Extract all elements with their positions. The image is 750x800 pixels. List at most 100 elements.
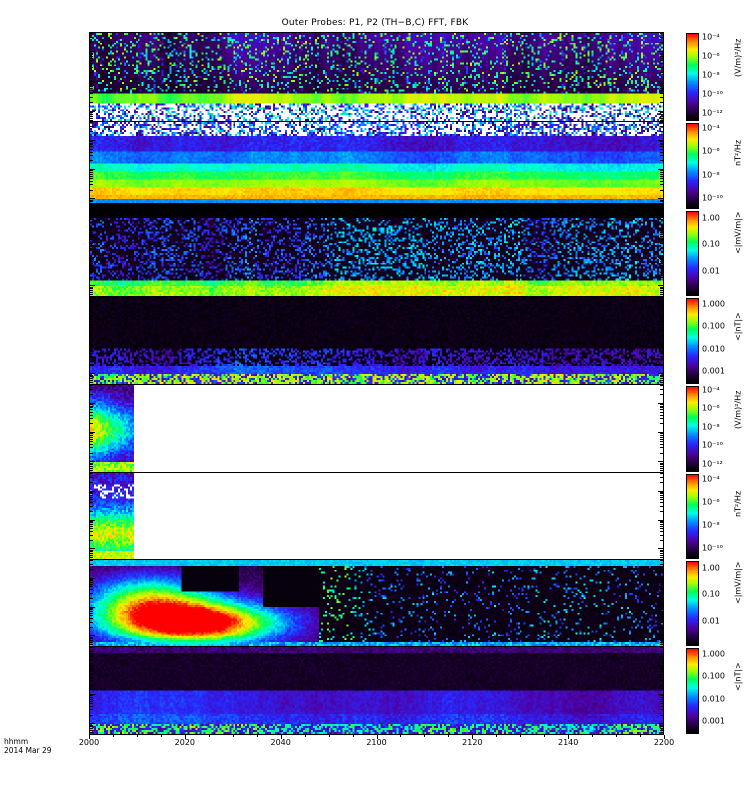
y-tick-mark bbox=[90, 169, 95, 171]
y-tick-mark bbox=[90, 490, 95, 492]
y-tick-mark bbox=[90, 379, 93, 381]
colorbar-tick-label: 10⁻¹⁰ bbox=[702, 89, 723, 99]
y-tick-mark bbox=[90, 314, 95, 316]
y-tick-mark bbox=[90, 230, 93, 232]
y-tick-mark bbox=[658, 548, 663, 550]
y-tick-mark bbox=[90, 597, 93, 599]
heatmap-thb-fbk-scm1 bbox=[90, 297, 663, 384]
y-tick-mark bbox=[90, 112, 93, 114]
colorbar-labels-cb-nt-1: 1.000 0.100 0.010 0.001 <|nT|> bbox=[702, 297, 750, 385]
y-tick-mark bbox=[658, 606, 663, 608]
y-tick-mark bbox=[90, 33, 93, 35]
spectrogram-panel-thb-fbk-eac34[interactable]: thb fbk eac34100010010 bbox=[89, 210, 664, 297]
y-tick-mark bbox=[660, 316, 663, 318]
y-tick-mark bbox=[90, 60, 93, 62]
y-tick-mark bbox=[90, 702, 93, 704]
colorbar-cb-nt-1 bbox=[686, 298, 699, 384]
y-tick-mark bbox=[90, 242, 93, 244]
y-tick-mark bbox=[90, 326, 93, 328]
y-tick-mark bbox=[660, 300, 663, 302]
x-minor-tick-mark bbox=[136, 735, 138, 737]
colorbar-tick-label: 10⁻⁶ bbox=[702, 497, 720, 507]
y-tick-mark bbox=[660, 376, 663, 378]
y-tick-mark bbox=[660, 685, 663, 687]
y-tick-mark bbox=[90, 87, 93, 89]
y-tick-mark bbox=[658, 461, 663, 463]
y-tick-mark bbox=[90, 144, 93, 146]
spectrogram-panel-thc-fff-64-eac34[interactable]: thc fff_64 eac34100010010 bbox=[89, 385, 664, 473]
y-tick-mark bbox=[658, 635, 663, 637]
x-tick-mark bbox=[184, 735, 186, 739]
y-tick-mark bbox=[90, 294, 93, 296]
y-tick-mark bbox=[660, 644, 663, 646]
date-stamp: hhmm 2014 Mar 29 bbox=[4, 737, 52, 755]
y-tick-mark bbox=[660, 146, 663, 148]
y-tick-mark bbox=[660, 671, 663, 673]
y-tick-mark bbox=[90, 405, 93, 407]
y-tick-mark bbox=[658, 81, 663, 83]
y-tick-mark bbox=[90, 676, 93, 678]
x-minor-tick-mark bbox=[616, 735, 618, 737]
spectrogram-panel-thb-fff-64-eac34[interactable]: thb fff_64 eac34100010010 bbox=[89, 32, 664, 122]
spectrogram-panel-thc-fbk-edc12[interactable]: thc fbk edc12100010010 bbox=[89, 560, 664, 647]
y-tick-mark bbox=[660, 495, 663, 497]
y-tick-mark bbox=[660, 239, 663, 241]
y-tick-mark bbox=[90, 434, 93, 436]
x-tick-mark bbox=[376, 735, 378, 739]
colorbar-unit-cb-vm2hz-2: (V/m)²/Hz bbox=[733, 390, 743, 429]
spectrogram-panel-thb-fbk-scm1[interactable]: thb fbk scm1100010010 bbox=[89, 297, 664, 385]
y-tick-mark bbox=[660, 505, 663, 507]
y-tick-mark bbox=[660, 560, 663, 562]
x-minor-tick-mark bbox=[232, 735, 234, 737]
spectrogram-panel-thb-fff-64-scm3[interactable]: thb fff_64 scm3100010010 bbox=[89, 122, 664, 210]
y-tick-mark bbox=[660, 669, 663, 671]
y-tick-mark bbox=[660, 666, 663, 668]
y-tick-mark bbox=[90, 636, 93, 638]
x-minor-tick-mark bbox=[352, 735, 354, 737]
y-ticks-thb-fff-64-scm3: 100010010 bbox=[89, 122, 90, 209]
y-tick-mark bbox=[90, 373, 95, 375]
y-tick-mark bbox=[90, 714, 93, 716]
x-minor-tick-mark bbox=[640, 735, 642, 737]
y-tick-mark bbox=[660, 160, 663, 162]
y-tick-mark bbox=[660, 638, 663, 640]
y-tick-mark bbox=[90, 288, 93, 290]
y-tick-mark bbox=[90, 621, 93, 623]
y-tick-mark bbox=[660, 171, 663, 173]
y-tick-mark bbox=[660, 510, 663, 512]
y-tick-mark bbox=[660, 481, 663, 483]
y-tick-mark bbox=[660, 557, 663, 559]
y-tick-mark bbox=[90, 639, 93, 641]
y-tick-mark bbox=[660, 271, 663, 273]
y-tick-mark bbox=[90, 376, 93, 378]
y-tick-mark bbox=[90, 638, 93, 640]
colorbar-cb-mvm-1 bbox=[686, 211, 699, 296]
y-tick-mark bbox=[660, 355, 663, 357]
y-tick-mark bbox=[660, 319, 663, 321]
colorbar-tick-label: 0.001 bbox=[702, 366, 725, 376]
y-tick-mark bbox=[90, 199, 93, 201]
y-tick-mark bbox=[660, 202, 663, 204]
y-tick-mark bbox=[90, 257, 93, 259]
y-tick-mark bbox=[660, 276, 663, 278]
y-tick-mark bbox=[90, 461, 95, 463]
y-tick-mark bbox=[658, 373, 663, 375]
y-tick-mark bbox=[90, 526, 93, 527]
heatmap-thb-fff-64-eac34 bbox=[90, 33, 663, 121]
spectrogram-panel-thc-fbk-scm1[interactable]: thc fbk scm1100010010 bbox=[89, 647, 664, 735]
colorbar-tick-label: 0.100 bbox=[702, 321, 725, 331]
y-tick-mark bbox=[90, 82, 93, 84]
spectrogram-panel-thc-fff-64-scm3[interactable]: thc fff_64 scm3100010010 bbox=[89, 473, 664, 560]
x-minor-tick-mark bbox=[400, 735, 402, 737]
y-tick-mark bbox=[90, 618, 93, 620]
y-tick-mark bbox=[90, 727, 93, 729]
y-tick-mark bbox=[660, 374, 663, 376]
colorbar-tick-label: 0.001 bbox=[702, 716, 725, 726]
y-tick-mark bbox=[660, 306, 663, 308]
y-tick-mark bbox=[90, 355, 93, 357]
y-tick-mark bbox=[660, 85, 663, 87]
y-tick-mark bbox=[90, 671, 93, 673]
y-tick-mark bbox=[660, 63, 663, 65]
y-tick-mark bbox=[660, 173, 663, 175]
